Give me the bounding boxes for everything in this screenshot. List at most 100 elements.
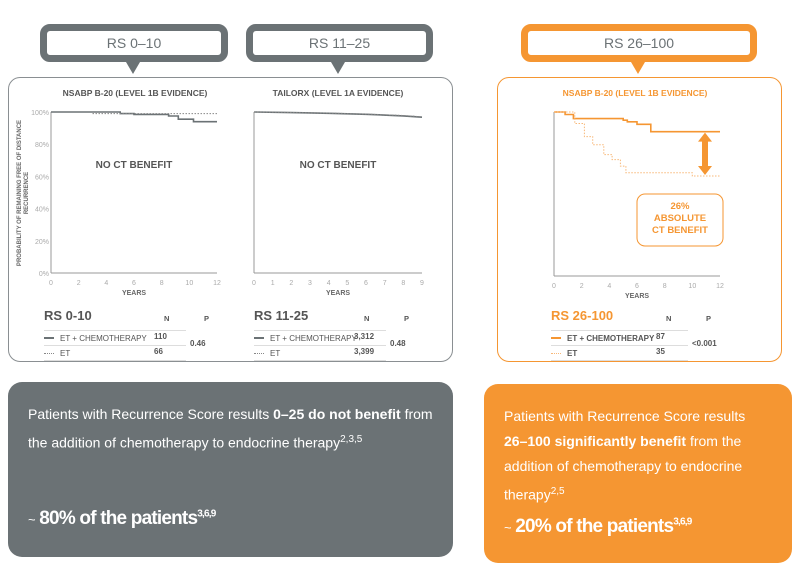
double-arrow-icon <box>698 132 712 175</box>
solid-line-swatch <box>551 337 561 339</box>
dotted-line-swatch <box>551 352 561 354</box>
table-row: ET <box>551 345 688 360</box>
chart-title: NSABP B-20 (LEVEL 1B EVIDENCE) <box>62 88 208 98</box>
table-rule <box>551 360 688 375</box>
x-tick-label: 8 <box>160 280 164 287</box>
p-header: P <box>706 314 712 323</box>
summary-text: from the addition of chemotherapy to end… <box>504 433 743 503</box>
series-name: ET <box>60 348 71 358</box>
series-name: ET + CHEMOTHERAPY <box>567 333 655 343</box>
n-header: N <box>666 314 672 323</box>
table-row: ET <box>44 345 186 360</box>
table-group-label: RS 0-10 <box>44 308 92 323</box>
x-tick-label: 0 <box>252 280 256 287</box>
callout-text: CT BENEFIT <box>652 225 708 236</box>
x-tick-label: 6 <box>364 280 368 287</box>
chart-title: NSABP B-20 (LEVEL 1B EVIDENCE) <box>562 88 708 98</box>
chart-title: TAILORX (LEVEL 1A EVIDENCE) <box>272 88 404 98</box>
tab-rs-26-100: RS 26–100 <box>521 24 757 62</box>
tab-label: RS 26–100 <box>603 35 675 51</box>
series-line-et <box>554 111 720 177</box>
x-tick-label: 2 <box>77 280 81 287</box>
series-line-et-chemo <box>554 111 720 133</box>
n-header: N <box>164 314 170 323</box>
x-tick-label: 10 <box>688 283 696 290</box>
x-tick-label: 7 <box>383 280 387 287</box>
y-tick-label: 60% <box>35 174 49 181</box>
tilde: ~ <box>28 512 36 527</box>
table-rule <box>254 360 386 375</box>
y-tick-label: 0% <box>39 271 49 278</box>
series-name: ET + CHEMOTHERAPY <box>60 333 147 343</box>
series-name: ET <box>567 348 578 358</box>
table-group-label: RS 11-25 <box>254 308 309 323</box>
x-tick-label: 3 <box>308 280 312 287</box>
benefit-callout <box>636 193 724 247</box>
series-line-et <box>253 111 423 118</box>
p-value: 0.46 <box>190 339 206 348</box>
n-value: 3,312 <box>354 332 375 341</box>
x-tick-label: 10 <box>185 280 193 287</box>
x-tick-label: 5 <box>345 280 349 287</box>
summary-bold: 0–25 do not benefit <box>273 406 401 422</box>
x-tick-label: 9 <box>420 280 424 287</box>
x-tick-label: 1 <box>271 280 275 287</box>
n-value: 87 <box>656 332 665 341</box>
x-tick-label: 2 <box>580 283 584 290</box>
x-axis-title: YEARS <box>122 290 146 297</box>
n-value: 66 <box>154 347 163 356</box>
summary-text: Patients with Recurrence Score results <box>504 408 746 424</box>
x-tick-label: 6 <box>635 283 639 290</box>
table-row: ET + CHEMOTHERAPY <box>551 330 688 345</box>
solid-line-swatch <box>44 337 54 339</box>
high-risk-panel <box>497 77 782 362</box>
y-tick-label: 40% <box>35 207 49 214</box>
x-tick-label: 12 <box>213 280 221 287</box>
p-value: 0.48 <box>390 339 406 348</box>
citation: 2,3,5 <box>340 434 363 445</box>
x-tick-label: 8 <box>663 283 667 290</box>
summary-text: Patients with Recurrence Score results <box>28 406 274 422</box>
x-tick-label: 12 <box>716 283 724 290</box>
p-header: P <box>404 314 410 323</box>
x-tick-label: 4 <box>607 283 611 290</box>
tab-label: RS 11–25 <box>308 35 371 51</box>
n-value: 35 <box>656 347 665 356</box>
x-axis-title: YEARS <box>326 290 350 297</box>
tab-rs-11-25: RS 11–25 <box>246 24 433 62</box>
x-tick-label: 0 <box>49 280 53 287</box>
dotted-line-swatch <box>44 352 54 354</box>
low-risk-summary: Patients with Recurrence Score results 0… <box>8 382 453 557</box>
series-name: ET + CHEMOTHERAPY <box>270 333 357 343</box>
table-row: ET + CHEMOTHERAPY <box>44 330 186 345</box>
citation: 3,6,9 <box>197 508 216 520</box>
citation: 3,6,9 <box>673 516 692 528</box>
callout-text: 26% <box>670 201 690 212</box>
patient-share: ~ 20% of the patients3,6,9 <box>504 516 692 538</box>
table-group-label: RS 26-100 <box>551 308 614 323</box>
arrow-down-icon <box>631 62 645 74</box>
arrow-down-icon <box>331 62 345 74</box>
tab-rs-0-10: RS 0–10 <box>40 24 228 62</box>
p-value: <0.001 <box>692 339 717 348</box>
summary-text: from the addition of chemotherapy to end… <box>28 406 433 451</box>
callout-text: ABSOLUTE <box>654 213 706 224</box>
low-risk-panel <box>8 77 453 362</box>
arrow-down-icon <box>126 62 140 74</box>
y-tick-label: 80% <box>35 142 49 149</box>
table-row: ET <box>254 345 386 360</box>
annotation: NO CT BENEFIT <box>96 160 173 171</box>
series-name: ET <box>270 348 281 358</box>
x-tick-label: 6 <box>132 280 136 287</box>
citation: 2,5 <box>550 486 565 497</box>
x-tick-label: 2 <box>289 280 293 287</box>
p-header: P <box>204 314 210 323</box>
x-tick-label: 0 <box>552 283 556 290</box>
x-axis-title: YEARS <box>625 293 649 300</box>
n-header: N <box>364 314 370 323</box>
table-rule <box>44 360 186 375</box>
patient-share: ~ 80% of the patients3,6,9 <box>28 508 216 530</box>
y-tick-label: 100% <box>31 110 49 117</box>
tilde: ~ <box>504 520 512 535</box>
